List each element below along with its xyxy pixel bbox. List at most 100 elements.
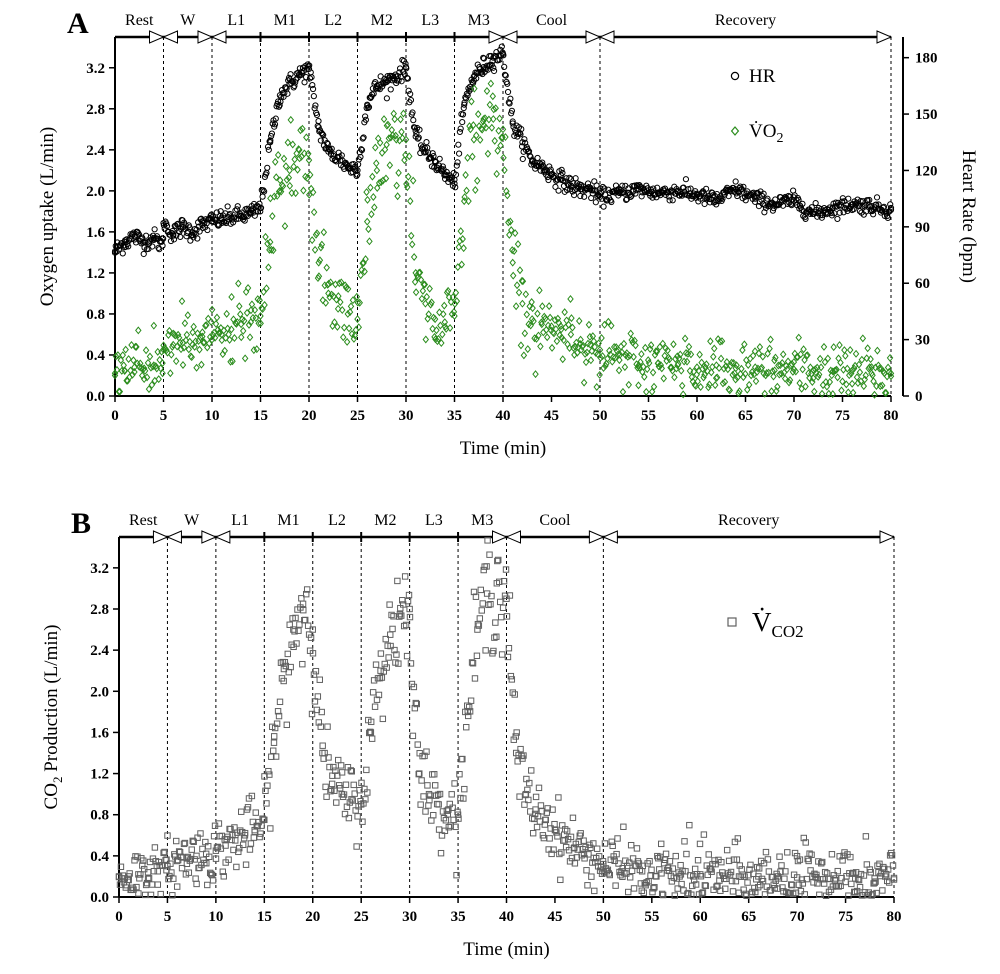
data-point	[483, 590, 491, 597]
data-point	[587, 186, 594, 193]
scatter-point	[272, 157, 279, 166]
scatter-point	[133, 342, 140, 351]
scatter-point	[197, 333, 204, 342]
scatter-point	[651, 884, 658, 891]
scatter-point	[115, 387, 123, 396]
scatter-point	[370, 90, 377, 97]
scatter-point	[760, 859, 768, 867]
scatter-point	[596, 370, 603, 379]
scatter-point	[336, 279, 343, 288]
scatter-point	[683, 357, 691, 366]
scatter-point	[634, 858, 642, 865]
scatter-point	[326, 763, 333, 771]
scatter-point	[759, 877, 767, 885]
legend-marker-vo2	[730, 126, 740, 136]
x-tick-label: 70	[787, 408, 802, 424]
phase-arrowhead-right	[492, 530, 508, 544]
data-point	[121, 238, 128, 245]
scatter-point	[188, 353, 195, 362]
scatter-point	[461, 193, 468, 202]
scatter-point	[131, 236, 138, 243]
data-point	[305, 65, 313, 73]
scatter-point	[474, 176, 481, 185]
scatter-point	[677, 861, 684, 869]
scatter-point	[365, 225, 372, 234]
scatter-point	[371, 703, 379, 710]
scatter-point	[420, 280, 428, 289]
scatter-point	[701, 882, 709, 889]
scatter-point	[593, 845, 601, 852]
scatter-point	[267, 825, 274, 832]
scatter-point	[393, 651, 400, 658]
scatter-point	[179, 854, 187, 861]
scatter-point	[678, 381, 686, 390]
scatter-point	[657, 361, 665, 370]
data-point	[247, 210, 254, 217]
scatter-point	[547, 825, 554, 832]
data-point	[251, 826, 258, 834]
scatter-point	[378, 148, 386, 157]
scatter-point	[666, 858, 674, 865]
scatter-point	[555, 794, 562, 801]
phase-label-l1: L1	[231, 512, 249, 529]
scatter-point	[818, 214, 825, 221]
scatter-point	[759, 352, 767, 361]
scatter-point	[386, 601, 393, 608]
scatter-point	[541, 312, 548, 321]
data-point	[232, 837, 239, 844]
scatter-point	[345, 814, 353, 822]
scatter-point	[856, 883, 864, 891]
scatter-point	[430, 811, 437, 819]
scatter-point	[323, 263, 330, 272]
scatter-point	[719, 379, 727, 388]
scatter-point	[884, 214, 891, 221]
scatter-point	[147, 891, 155, 899]
scatter-point	[599, 352, 606, 361]
scatter-point	[492, 619, 499, 626]
y-tick-label: 3.2	[90, 561, 109, 577]
scatter-point	[335, 756, 342, 764]
scatter-point	[407, 90, 414, 98]
scatter-point	[698, 358, 705, 367]
scatter-point	[334, 772, 341, 779]
scatter-point	[402, 60, 409, 67]
scatter-point	[453, 871, 460, 879]
scatter-point	[848, 379, 856, 388]
scatter-point	[648, 387, 656, 396]
scatter-point	[284, 650, 291, 658]
scatter-point	[838, 386, 845, 395]
scatter-point	[457, 125, 464, 132]
scatter-point	[261, 773, 268, 780]
scatter-point	[117, 356, 125, 365]
scatter-point	[749, 351, 757, 360]
x-tick-label: 65	[738, 408, 753, 424]
data-point	[125, 873, 132, 880]
scatter-point	[490, 647, 497, 655]
scatter-point	[163, 222, 171, 230]
scatter-point	[511, 229, 519, 238]
scatter-point	[566, 174, 573, 181]
series-square	[115, 537, 898, 899]
data-point	[474, 626, 481, 633]
y-tick-label: 2.0	[90, 684, 109, 700]
scatter-point	[742, 369, 749, 378]
y2-tick-label: 30	[915, 333, 930, 349]
scatter-point	[383, 95, 390, 102]
data-point	[654, 359, 662, 368]
scatter-point	[552, 183, 559, 190]
scatter-point	[308, 74, 315, 81]
scatter-point	[398, 78, 405, 85]
data-point	[454, 811, 462, 818]
scatter-point	[539, 159, 546, 166]
scatter-point	[246, 846, 254, 853]
scatter-point	[650, 185, 657, 192]
data-point	[567, 330, 575, 339]
scatter-point	[773, 387, 780, 396]
scatter-point	[582, 358, 590, 367]
data-point	[451, 312, 458, 320]
scatter-point	[269, 212, 276, 221]
scatter-point	[703, 360, 710, 369]
scatter-point	[286, 181, 294, 190]
scatter-point	[608, 198, 615, 206]
scatter-point	[802, 839, 809, 846]
